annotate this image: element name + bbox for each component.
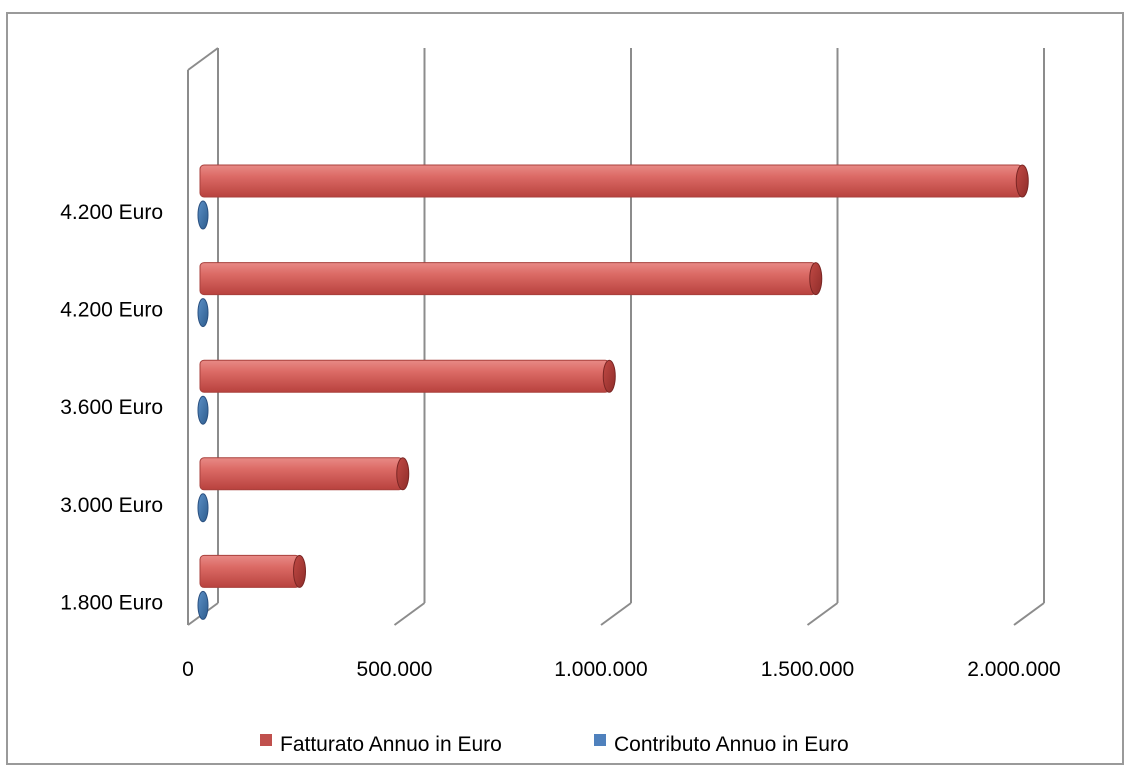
bar-fatturato-0: [199, 554, 301, 588]
floor-gridline-2: [600, 602, 632, 626]
category-label-1: 3.000 Euro: [60, 494, 163, 517]
bar-contributo-cap-4: [197, 200, 209, 230]
bars: [197, 164, 1029, 620]
bar-fatturato-cap-2: [602, 359, 616, 393]
bar-fatturato-2: [199, 359, 610, 393]
floor-gridline-1: [393, 602, 426, 626]
bar-fatturato-cap-4: [1015, 164, 1029, 198]
floor-gridline-3: [806, 602, 839, 626]
bar-contributo-cap-3: [197, 298, 209, 328]
x-tick-label-3: 1.500.000: [761, 658, 854, 681]
bar-fatturato-4: [199, 164, 1023, 198]
legend-swatch-contributo: [594, 734, 606, 746]
bar-contributo-cap-1: [197, 493, 209, 523]
category-label-0: 1.800 Euro: [60, 591, 163, 614]
bar-contributo-cap-2: [197, 395, 209, 425]
bar-contributo-cap-0: [197, 590, 209, 620]
axis-labels: 1.800 Euro 3.000 Euro 3.600 Euro 4.200 Euro…: [60, 201, 1060, 681]
bar-fatturato-3: [199, 262, 817, 296]
bar-fatturato-cap-0: [293, 554, 307, 588]
x-tick-label-0: 0: [182, 658, 194, 681]
bar-fatturato-1: [199, 457, 404, 491]
x-tick-label-2: 1.000.000: [554, 658, 647, 681]
category-label-2: 3.600 Euro: [60, 396, 163, 419]
legend-label-fatturato: Fatturato Annuo in Euro: [280, 733, 502, 756]
bar-fatturato-cap-1: [396, 457, 410, 491]
gridlines: [187, 47, 1045, 626]
legend-label-contributo: Contributo Annuo in Euro: [614, 733, 849, 756]
x-tick-label-1: 500.000: [357, 658, 433, 681]
side-wall-top: [187, 47, 219, 71]
bar-fatturato-cap-3: [809, 262, 823, 296]
legend-swatch-fatturato: [260, 734, 272, 746]
x-tick-label-4: 2.000.000: [967, 658, 1060, 681]
chart-frame: [6, 12, 1124, 765]
category-label-4: 4.200 Euro: [60, 201, 163, 224]
floor-gridline-4: [1013, 602, 1045, 626]
category-label-3: 4.200 Euro: [60, 299, 163, 322]
legend: Fatturato Annuo in Euro Contributo Annuo…: [260, 733, 849, 756]
